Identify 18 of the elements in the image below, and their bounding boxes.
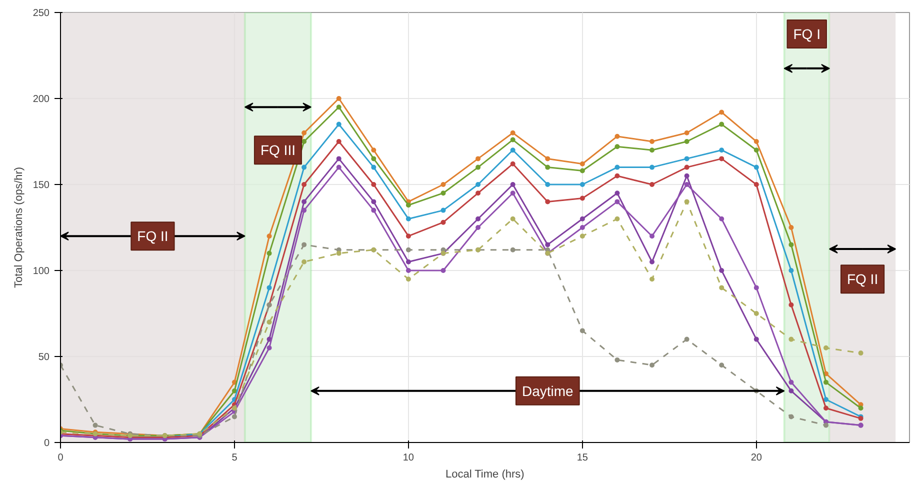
x-tick-label: 0 bbox=[58, 452, 64, 464]
y-tick-label: 200 bbox=[32, 94, 50, 105]
band-label: FQ II bbox=[137, 228, 168, 244]
band-label: FQ II bbox=[846, 271, 878, 288]
band-label: FQ III bbox=[260, 142, 296, 158]
x-tick-label: 20 bbox=[750, 452, 762, 464]
y-tick-label: 50 bbox=[38, 352, 50, 363]
y-tick-label: 250 bbox=[32, 8, 50, 19]
x-axis-title: Local Time (hrs) bbox=[445, 468, 524, 480]
y-tick-label: 100 bbox=[32, 266, 50, 277]
x-tick-label: 10 bbox=[402, 452, 414, 464]
y-axis-title: Total Operations (ops/hr) bbox=[12, 166, 25, 288]
y-tick-label: 150 bbox=[32, 180, 50, 191]
y-tick-label: 0 bbox=[44, 438, 50, 449]
band-label: FQ I bbox=[793, 26, 820, 42]
annotation: Daytime bbox=[522, 382, 574, 399]
x-tick-label: 15 bbox=[576, 452, 588, 464]
x-tick-label: 5 bbox=[232, 452, 238, 464]
